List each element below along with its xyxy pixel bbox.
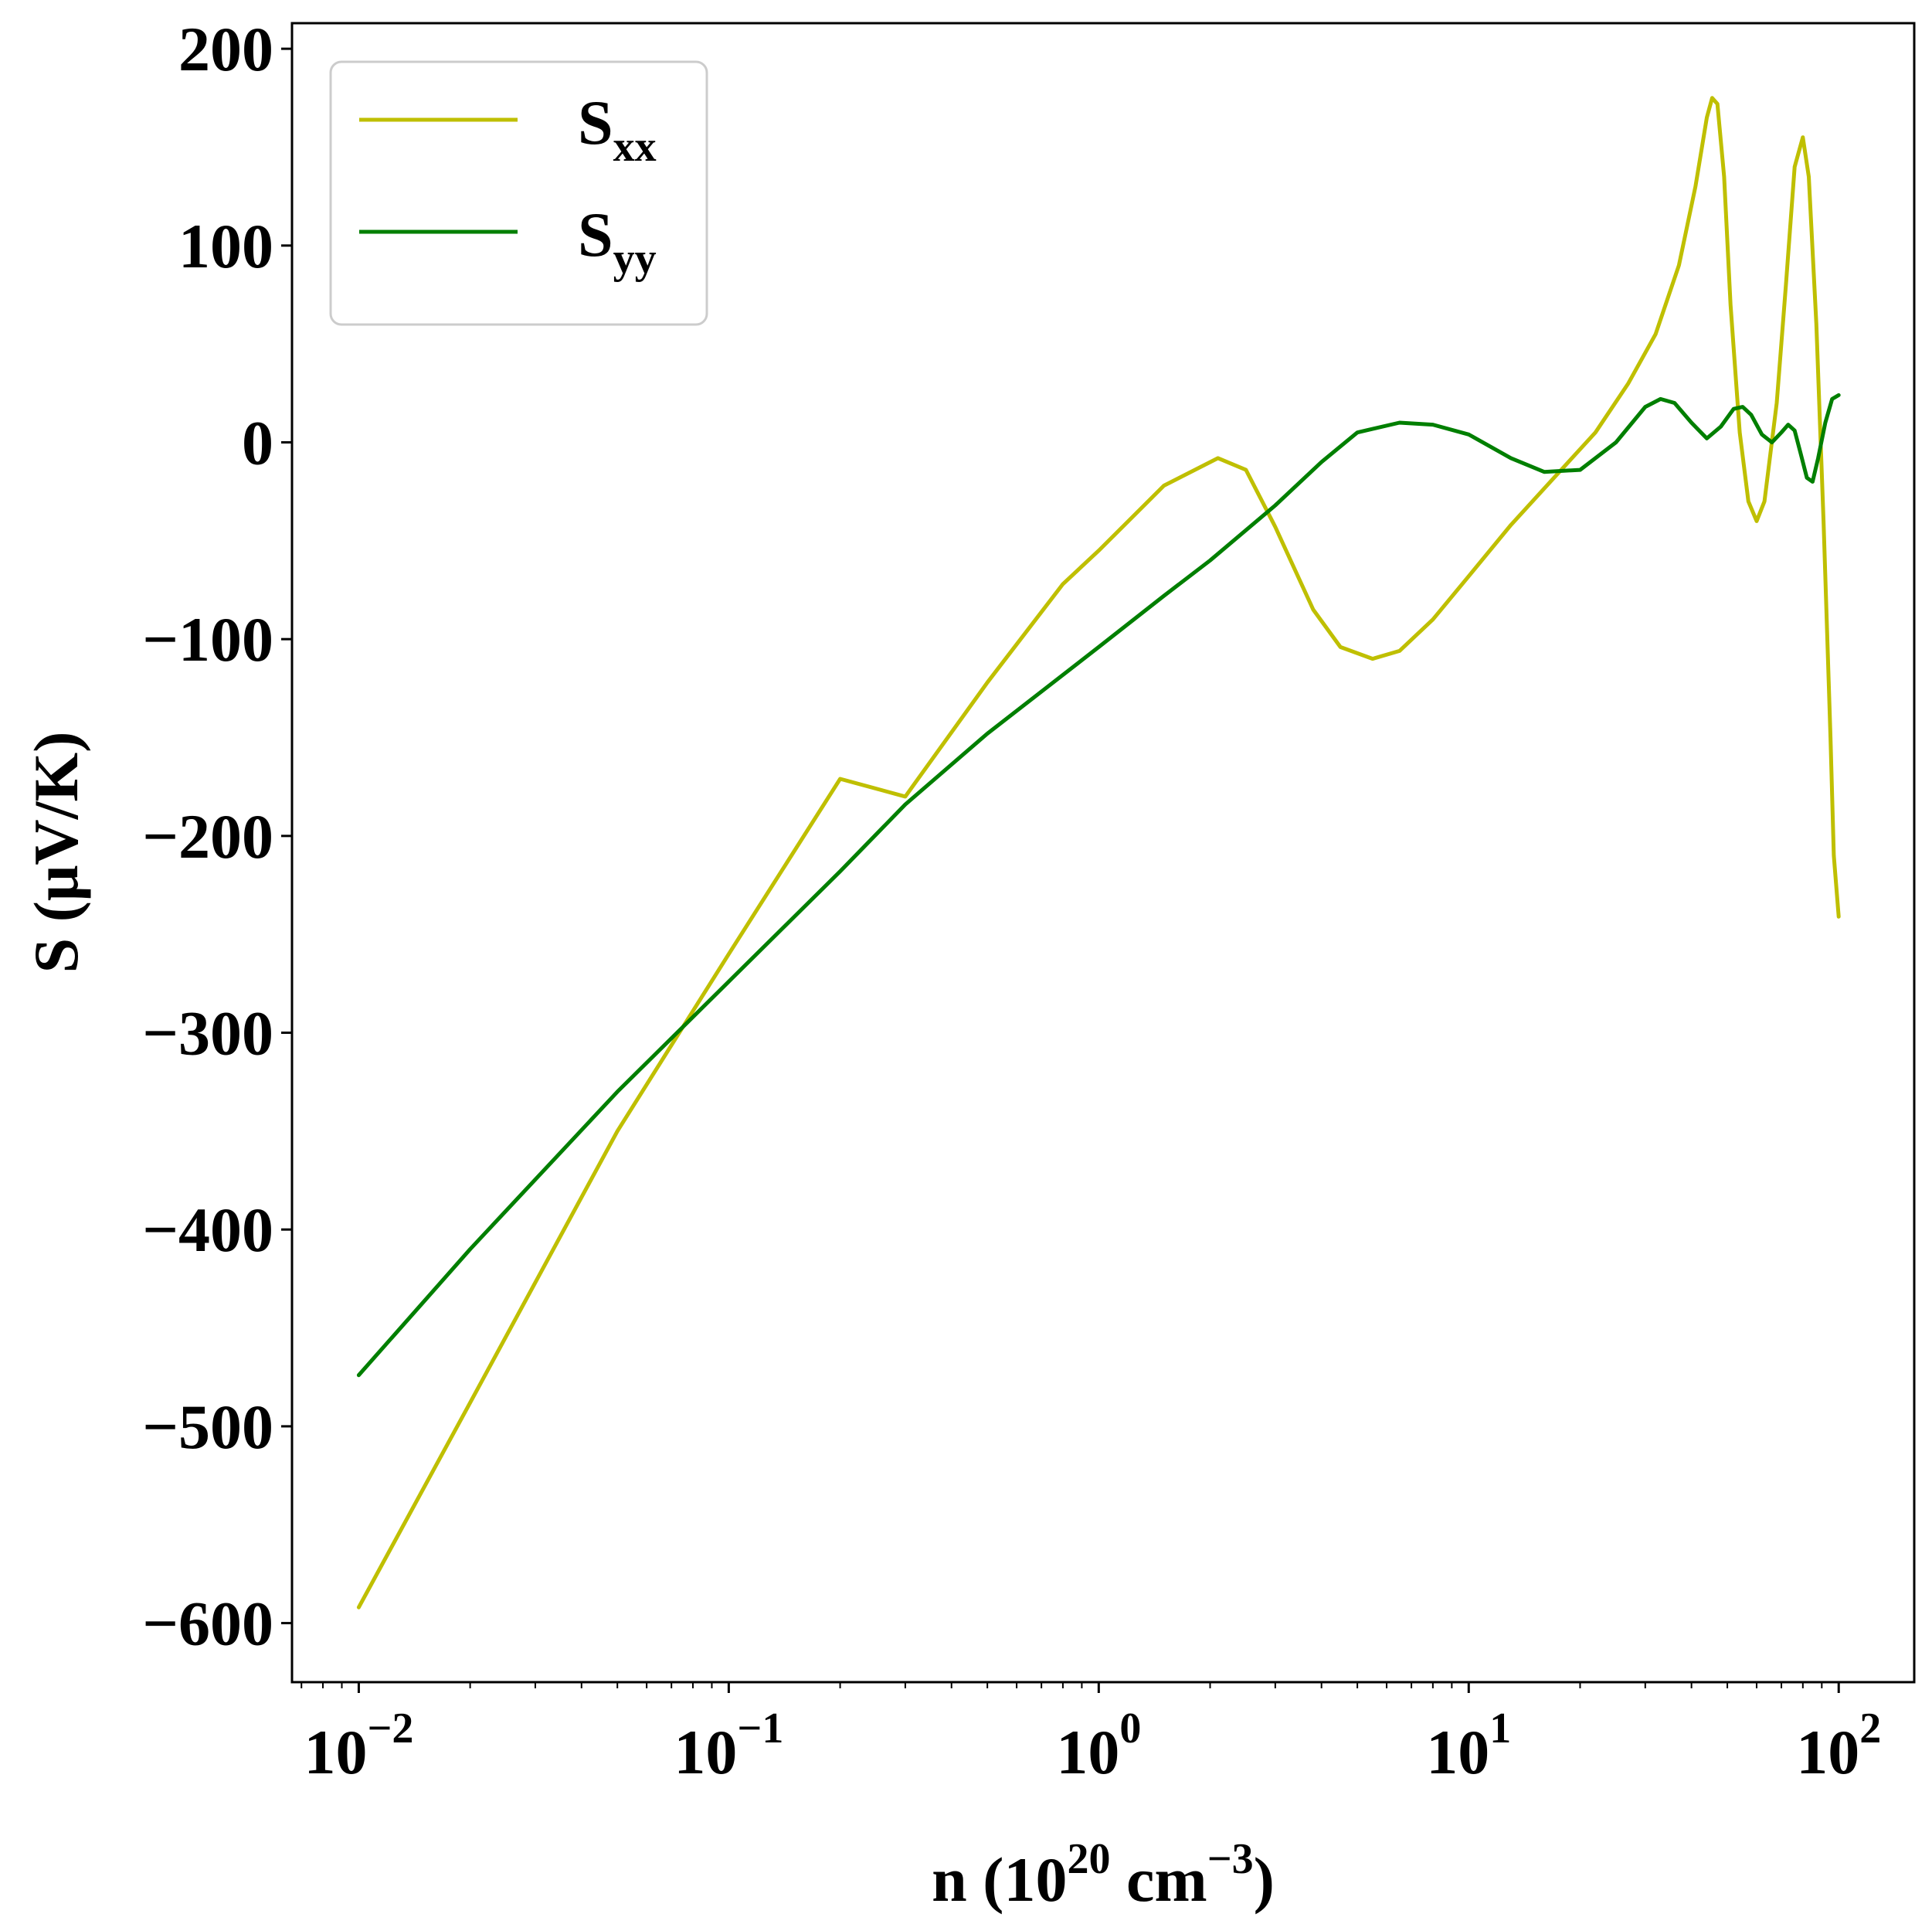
x-tick-label-2: 100	[1056, 1705, 1141, 1787]
y-tick-label-3: −100	[142, 604, 273, 675]
y-axis-label: S (μV/K)	[21, 732, 91, 974]
legend-label-sxx: Sxx	[578, 87, 657, 171]
series-line-0	[356, 96, 1841, 1610]
y-tick-label-7: −500	[142, 1392, 273, 1462]
x-tick-label-4: 102	[1796, 1705, 1881, 1787]
y-tick-label-0: 200	[178, 14, 273, 84]
x-axis-label-middle: cm	[1110, 1844, 1207, 1915]
x-axis-label: n (1020 cm−3)	[932, 1835, 1275, 1915]
x-axis-label-main: n (10	[932, 1844, 1067, 1915]
y-tick-label-2: 0	[242, 407, 273, 478]
x-axis-label-sup: 20	[1067, 1835, 1110, 1883]
series-layer	[356, 96, 1841, 1610]
y-tick-label-4: −200	[142, 801, 273, 872]
y-tick-label-6: −400	[142, 1195, 273, 1265]
ticks-layer: 200 100 0 −100 −200 −300 −400 −500 −600 10−2 10−1 1…	[142, 14, 1881, 1787]
x-axis-label-end: )	[1254, 1844, 1275, 1915]
y-tick-label-1: 100	[178, 211, 273, 281]
legend-box	[329, 60, 708, 326]
legend: Sxx Syy	[329, 60, 708, 326]
y-tick-label-5: −300	[142, 998, 273, 1069]
x-tick-label-1: 10−1	[674, 1705, 783, 1787]
x-axis-label-sup2: −3	[1207, 1835, 1254, 1883]
legend-label-syy: Syy	[578, 199, 657, 283]
x-tick-label-3: 101	[1426, 1705, 1511, 1787]
series-line-1	[356, 393, 1841, 1378]
y-tick-label-8: −600	[142, 1589, 273, 1659]
x-tick-label-0: 10−2	[304, 1705, 413, 1787]
